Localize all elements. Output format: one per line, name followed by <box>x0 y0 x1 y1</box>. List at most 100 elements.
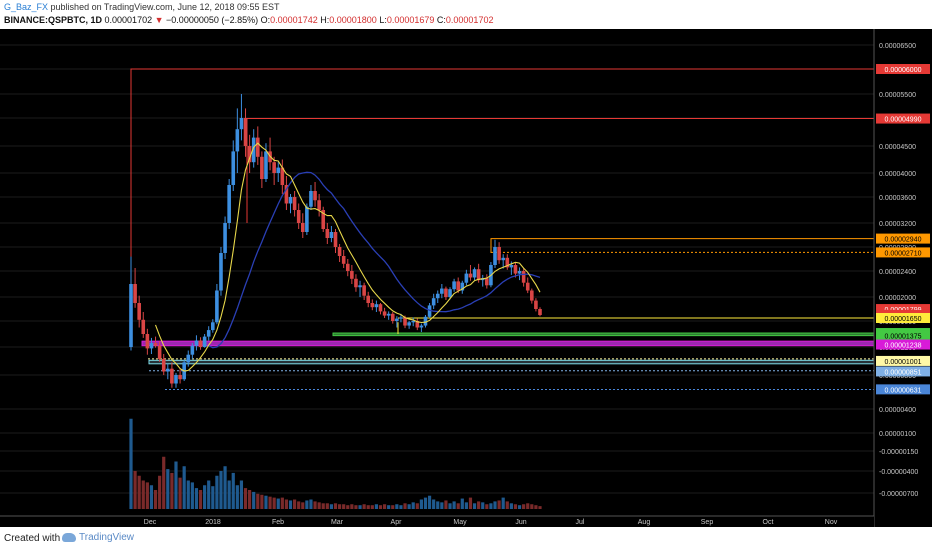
candle-body <box>313 191 317 201</box>
candle-body <box>170 368 174 384</box>
volume-bar <box>513 504 518 509</box>
candle-body <box>493 247 497 265</box>
price-axis-tick: 0.00000400 <box>879 407 916 414</box>
volume-bar <box>337 504 342 509</box>
time-scale[interactable] <box>0 516 874 527</box>
volume-bar <box>501 497 505 509</box>
candle-body <box>157 345 162 359</box>
volume-bar <box>411 502 415 509</box>
candle-body <box>485 278 489 286</box>
price-change: −0.00000050 (−2.85%) <box>166 15 259 25</box>
candle-body <box>354 278 358 288</box>
candle-body <box>280 167 285 185</box>
volume-bar <box>293 499 297 509</box>
price-tag-label: 0.00006000 <box>885 67 922 74</box>
volume-bar <box>313 501 317 509</box>
candle-body <box>272 162 276 173</box>
price-axis-tick: 0.00004000 <box>879 171 916 178</box>
candle-body <box>350 271 354 279</box>
candle-body <box>390 313 395 321</box>
tradingview-logo[interactable]: TradingView <box>62 532 134 543</box>
candle-body <box>161 358 166 372</box>
time-axis-tick: Dec <box>144 519 157 526</box>
volume-bar <box>382 504 387 509</box>
volume-bar <box>522 504 526 509</box>
volume-bar <box>243 488 248 509</box>
volume-bar <box>423 497 428 509</box>
price-tag-label: 0.00000631 <box>885 387 922 394</box>
volume-bar <box>497 500 501 509</box>
published-text: published on TradingView.com, June 12, 2… <box>50 2 280 12</box>
candle-body <box>472 269 477 278</box>
price-axis-tick: 0.00003600 <box>879 195 916 202</box>
volume-bar <box>493 501 497 509</box>
candle-body <box>378 304 383 312</box>
price-tag-box <box>876 304 930 315</box>
symbol-label[interactable]: BINANCE:QSPBTC, 1D <box>4 15 103 25</box>
volume-bar <box>468 497 473 509</box>
author-link[interactable]: G_Baz_FX <box>4 2 49 12</box>
candle-body <box>235 129 240 152</box>
candle-body <box>501 257 505 261</box>
candle-body <box>452 281 456 290</box>
chart-area[interactable]: 0.000065000.000060000.000055000.00005000… <box>0 29 932 527</box>
volume-bar <box>460 498 464 509</box>
candle-body <box>415 321 420 328</box>
price-axis-tick: -0.00000400 <box>879 469 918 476</box>
tradingview-brand: TradingView <box>79 532 135 543</box>
volume-bar <box>186 480 190 509</box>
volume-bar <box>321 503 325 509</box>
candle-body <box>186 354 191 363</box>
candle-body <box>206 330 211 337</box>
price-axis-tick: 0.00006500 <box>879 43 916 50</box>
volume-bar <box>448 503 452 509</box>
candle-body <box>133 284 137 303</box>
volume-bar <box>272 497 276 509</box>
candle-body <box>411 321 416 323</box>
candle-body <box>538 309 542 315</box>
price-tag-box <box>876 330 930 341</box>
tradingview-cloud-icon <box>62 532 76 542</box>
volume-bar <box>137 475 141 509</box>
price-tag-box <box>876 113 930 124</box>
candle-body <box>231 151 236 185</box>
volume-bars <box>129 418 542 509</box>
candle-body <box>255 137 260 157</box>
volume-bar <box>370 505 374 509</box>
price-scale[interactable] <box>874 29 932 527</box>
price-tag-box <box>876 339 930 350</box>
time-axis-tick: Nov <box>825 519 838 526</box>
time-axis-tick: May <box>453 519 467 526</box>
candle-body <box>174 375 178 384</box>
volume-bar <box>362 504 366 509</box>
volume-bar <box>276 498 280 509</box>
publish-line: G_Baz_FX published on TradingView.com, J… <box>4 2 280 12</box>
candle-body <box>137 303 141 320</box>
volume-bar <box>166 469 170 509</box>
volume-bar <box>530 504 534 509</box>
candle-body <box>468 273 473 278</box>
candle-body <box>239 118 244 130</box>
price-tag-label: 0.00001375 <box>885 334 922 341</box>
price-axis-tick: 0.00003200 <box>879 221 916 228</box>
volume-bar <box>211 486 215 509</box>
candle-body <box>382 311 387 316</box>
time-axis-tick: Feb <box>272 519 284 526</box>
moving-averages <box>154 142 541 372</box>
time-axis-tick: Apr <box>391 519 403 526</box>
price-tag-box <box>876 247 930 258</box>
close-value: 0.00001702 <box>445 15 494 25</box>
volume-bar <box>141 480 145 509</box>
candle-body <box>178 375 182 380</box>
volume-bar <box>444 500 448 509</box>
ma-slow-line <box>208 171 541 349</box>
candle-body <box>525 282 530 291</box>
candle-body <box>300 223 305 232</box>
candle-body <box>517 271 522 274</box>
volume-bar <box>297 501 301 509</box>
candle-body <box>243 118 248 146</box>
candle-body <box>329 232 334 238</box>
volume-bar <box>170 472 174 509</box>
volume-bar <box>178 477 182 509</box>
candle-body <box>198 340 203 347</box>
